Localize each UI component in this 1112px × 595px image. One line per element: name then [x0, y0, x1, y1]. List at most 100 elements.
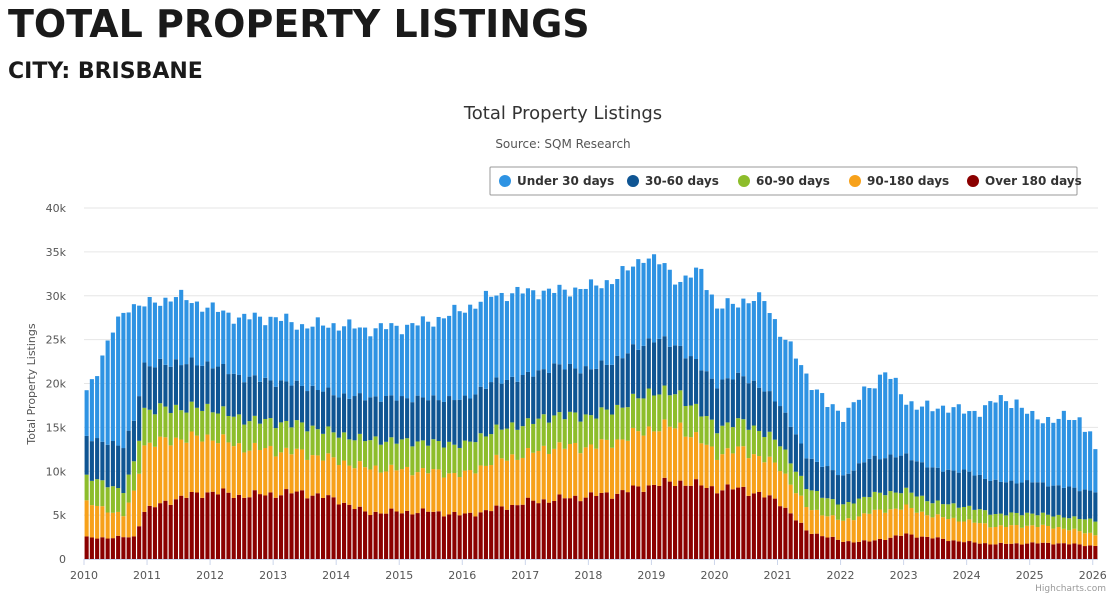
- bar-segment: [483, 510, 488, 559]
- bar-segment: [951, 503, 956, 518]
- bar-segment: [935, 500, 940, 515]
- bar-segment: [615, 355, 620, 405]
- bar-segment: [121, 448, 126, 494]
- bar-segment: [441, 516, 446, 559]
- legend-symbol[interactable]: [849, 175, 861, 187]
- bar-segment: [1046, 417, 1051, 487]
- bar-segment: [384, 441, 389, 472]
- bar-segment: [877, 374, 883, 460]
- legend-symbol[interactable]: [627, 175, 639, 187]
- bar-segment: [909, 460, 914, 493]
- bar-segment: [252, 442, 257, 491]
- bar-segment: [741, 376, 746, 420]
- bar-segment: [525, 418, 531, 449]
- bar-segment: [305, 431, 310, 460]
- bar-segment: [426, 473, 431, 512]
- legend-symbol[interactable]: [738, 175, 750, 187]
- bar-segment: [946, 541, 951, 559]
- bar-segment: [1035, 526, 1040, 544]
- legend-symbol[interactable]: [499, 175, 511, 187]
- bar-segment: [541, 369, 546, 415]
- bar-segment: [799, 443, 804, 476]
- bar-segment: [1072, 516, 1077, 529]
- bar-segment: [221, 363, 226, 407]
- bar-segment: [730, 453, 735, 490]
- bar-segment: [457, 399, 462, 448]
- bar-segment: [914, 496, 919, 513]
- bar-segment: [1067, 544, 1072, 559]
- bar-segment: [247, 376, 252, 422]
- bar-segment: [520, 457, 525, 505]
- bar-segment: [410, 514, 415, 559]
- bar-segment: [494, 295, 499, 378]
- bar-segment: [694, 479, 699, 559]
- bar-segment: [552, 448, 557, 501]
- bar-segment: [131, 490, 136, 537]
- bar-segment: [394, 470, 399, 512]
- bar-segment: [604, 439, 609, 493]
- bar-segment: [730, 379, 735, 428]
- bar-segment: [757, 387, 762, 431]
- bar-segment: [363, 441, 368, 468]
- bar-segment: [867, 388, 872, 459]
- legend-symbol[interactable]: [967, 175, 979, 187]
- bar-segment: [851, 402, 856, 471]
- bar-segment: [877, 509, 883, 539]
- legend-item[interactable]: 90-180 days: [867, 174, 949, 188]
- legend-item[interactable]: Under 30 days: [517, 174, 614, 188]
- bar-segment: [278, 320, 284, 381]
- bar-segment: [389, 508, 394, 559]
- bar-segment: [757, 292, 762, 388]
- bar-segment: [1030, 410, 1035, 483]
- bar-segment: [804, 458, 809, 490]
- bar-segment: [914, 409, 919, 462]
- bar-segment: [273, 386, 278, 429]
- bar-segment: [1082, 431, 1087, 490]
- legend-item[interactable]: Over 180 days: [985, 174, 1082, 188]
- bar-segment: [431, 439, 436, 470]
- bar-segment: [898, 509, 904, 536]
- bar-segment: [841, 504, 846, 521]
- bar-segment: [1067, 419, 1072, 487]
- bar-segment: [630, 427, 636, 486]
- bar-segment: [215, 413, 221, 444]
- bar-segment: [546, 502, 552, 559]
- bar-segment: [184, 300, 189, 365]
- bar-segment: [809, 458, 814, 491]
- bar-segment: [315, 390, 320, 430]
- legend-item[interactable]: 30-60 days: [645, 174, 719, 188]
- bar-segment: [673, 284, 678, 346]
- bar-segment: [525, 371, 531, 419]
- bar-segment: [856, 516, 861, 542]
- bar-segment: [546, 372, 552, 423]
- bar-segment: [184, 497, 189, 559]
- bar-segment: [651, 395, 657, 432]
- bar-segment: [457, 311, 462, 400]
- bar-segment: [215, 311, 221, 367]
- bar-segment: [221, 310, 226, 364]
- bar-segment: [1004, 482, 1009, 516]
- bar-segment: [1061, 487, 1066, 518]
- bar-segment: [431, 469, 436, 512]
- bar-segment: [152, 446, 157, 508]
- bar-segment: [972, 542, 977, 559]
- bar-segment: [189, 303, 194, 358]
- bar-segment: [1014, 512, 1019, 526]
- bar-segment: [305, 459, 310, 499]
- bar-segment: [525, 497, 531, 559]
- y-tick-label: 30k: [46, 290, 67, 303]
- bar-segment: [772, 498, 777, 559]
- bar-segment: [452, 304, 457, 401]
- bar-segment: [447, 473, 452, 515]
- legend-item[interactable]: 60-90 days: [756, 174, 830, 188]
- bar-segment: [546, 288, 552, 373]
- bar-segment: [525, 448, 531, 498]
- bar-segment: [478, 301, 483, 387]
- bar-segment: [426, 400, 431, 446]
- bar-segment: [163, 406, 168, 438]
- bar-segment: [552, 500, 557, 559]
- bar-segment: [583, 447, 588, 498]
- bar-segment: [200, 365, 205, 411]
- bar-segment: [751, 301, 756, 381]
- bar-segment: [236, 414, 242, 444]
